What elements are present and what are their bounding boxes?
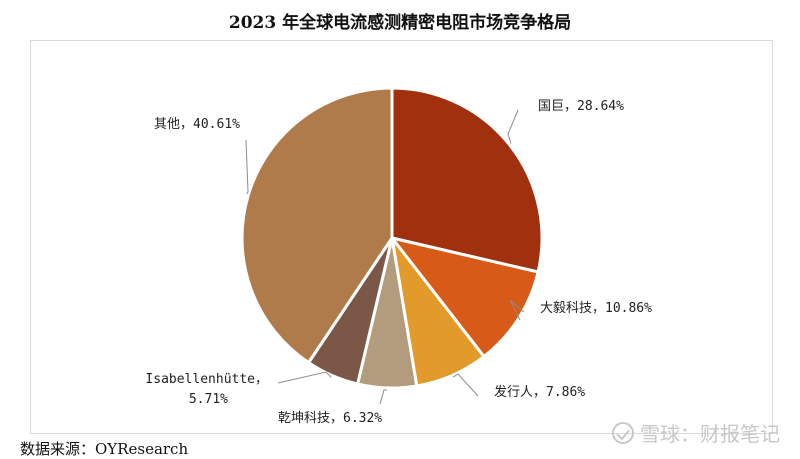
pie-slice-0: [390, 86, 544, 274]
leader-line-5: [245, 139, 249, 195]
slice-label-4: Isabellenhütte， 5.71%: [145, 372, 268, 407]
data-source: 数据来源：OYResearch: [20, 440, 189, 458]
slice-label-2: 发行人，7.86%: [494, 384, 585, 400]
watermark-text: 雪球：财报笔记: [640, 422, 780, 446]
leader-line-3: [379, 389, 388, 405]
chart-title: 2023 年全球电流感测精密电阻市场竞争格局: [228, 13, 572, 33]
leader-line-1: [509, 299, 525, 321]
watermark: 雪球：财报笔记: [612, 418, 780, 447]
slice-label-0: 国巨，28.64%: [538, 99, 624, 114]
leader-line-0: [507, 109, 519, 144]
slice-label-1: 大毅科技，10.86%: [540, 300, 652, 316]
slice-label-3: 乾坤科技，6.32%: [278, 411, 382, 426]
snowball-logo-icon: [612, 421, 634, 444]
leader-line-4: [277, 371, 332, 384]
slice-label-5: 其他，40.61%: [154, 117, 240, 132]
pie-slice-5: [240, 86, 394, 365]
leader-line-2: [452, 373, 479, 397]
pie-slice-1: [390, 236, 540, 359]
chart-frame: [30, 40, 773, 434]
